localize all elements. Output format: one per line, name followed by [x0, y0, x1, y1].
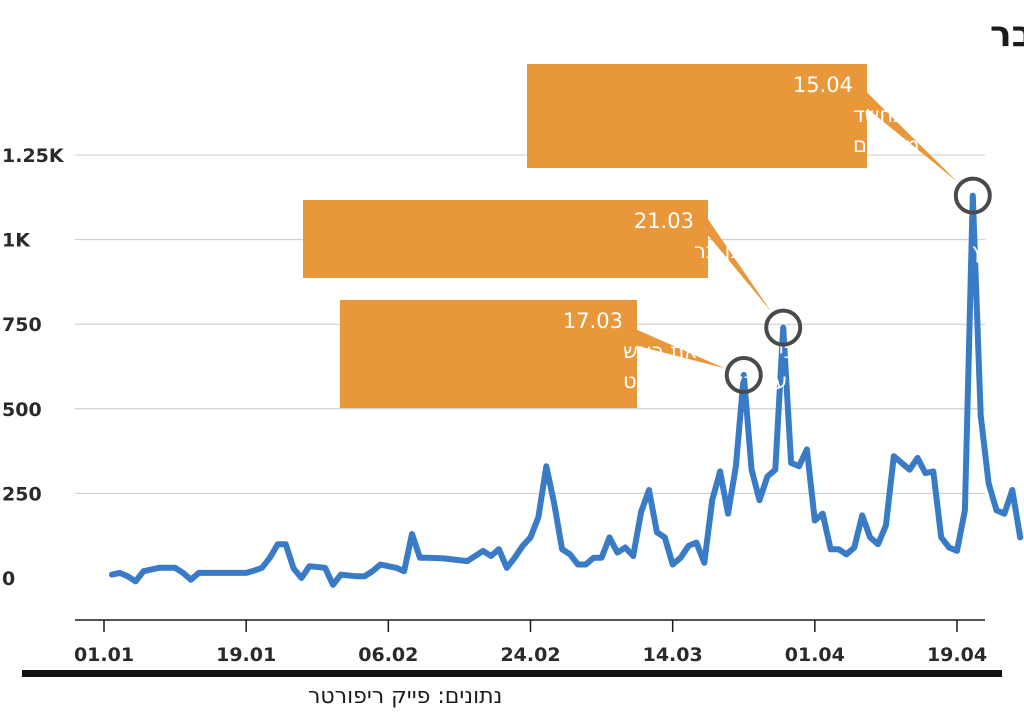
callout-pointer [708, 219, 772, 312]
x-tick-label: 14.03 [643, 644, 703, 666]
series-layer [108, 192, 1024, 588]
y-tick-label: 1.25K [2, 145, 65, 167]
x-tick-label: 24.02 [500, 644, 560, 666]
highlight-ring [764, 308, 803, 347]
x-tick-label: 06.02 [358, 644, 418, 666]
callout-text: מעצרו של איש השב"כ בחשד [853, 103, 1024, 127]
callout-pointer [637, 329, 725, 369]
x-axis-ticks: 01.01 19.01 06.02 24.02 14.03 01.04 19.04 [74, 620, 987, 666]
highlight-ring [953, 176, 992, 215]
callout-text: בג"ץ מקפיא את ההדחה של רונן בר [694, 239, 1014, 263]
y-tick-label: 500 [2, 399, 42, 421]
callout-date: 15.04 [793, 73, 853, 97]
highlight-ring [724, 355, 763, 394]
callout-text: השב"כ על רקע קטארגייט [623, 369, 856, 393]
y-tick-label: 750 [2, 314, 42, 336]
callout-date: 21.03 [634, 209, 694, 233]
y-tick-label: 1K [2, 230, 31, 252]
callout-pointer [867, 92, 958, 183]
callout-text: להדלפת מסמכים מסווגים [853, 133, 1024, 157]
x-tick-label: 19.01 [216, 644, 276, 666]
callout-box [527, 64, 867, 168]
y-tick-label: 250 [2, 483, 42, 505]
series-line-mentions [108, 192, 1024, 588]
callout-date: 17.03 [563, 309, 623, 333]
x-tick-label: 01.01 [74, 644, 134, 666]
chart-title: שיח השנאה ברשת נגד ראש השב"כ רונן בר [990, 14, 1024, 55]
callout-box [303, 200, 708, 278]
source-note: נתונים: פייק ריפורטר [308, 684, 502, 709]
y-tick-label: 0 [2, 568, 15, 590]
x-tick-label: 19.04 [927, 644, 987, 666]
footer-rule [22, 670, 1002, 677]
x-tick-label: 01.04 [785, 644, 845, 666]
callout-box [340, 300, 637, 408]
annotation-15.04: 15.04מעצרו של איש השב"כ בחשד להדלפת מסמכי… [527, 64, 1024, 215]
